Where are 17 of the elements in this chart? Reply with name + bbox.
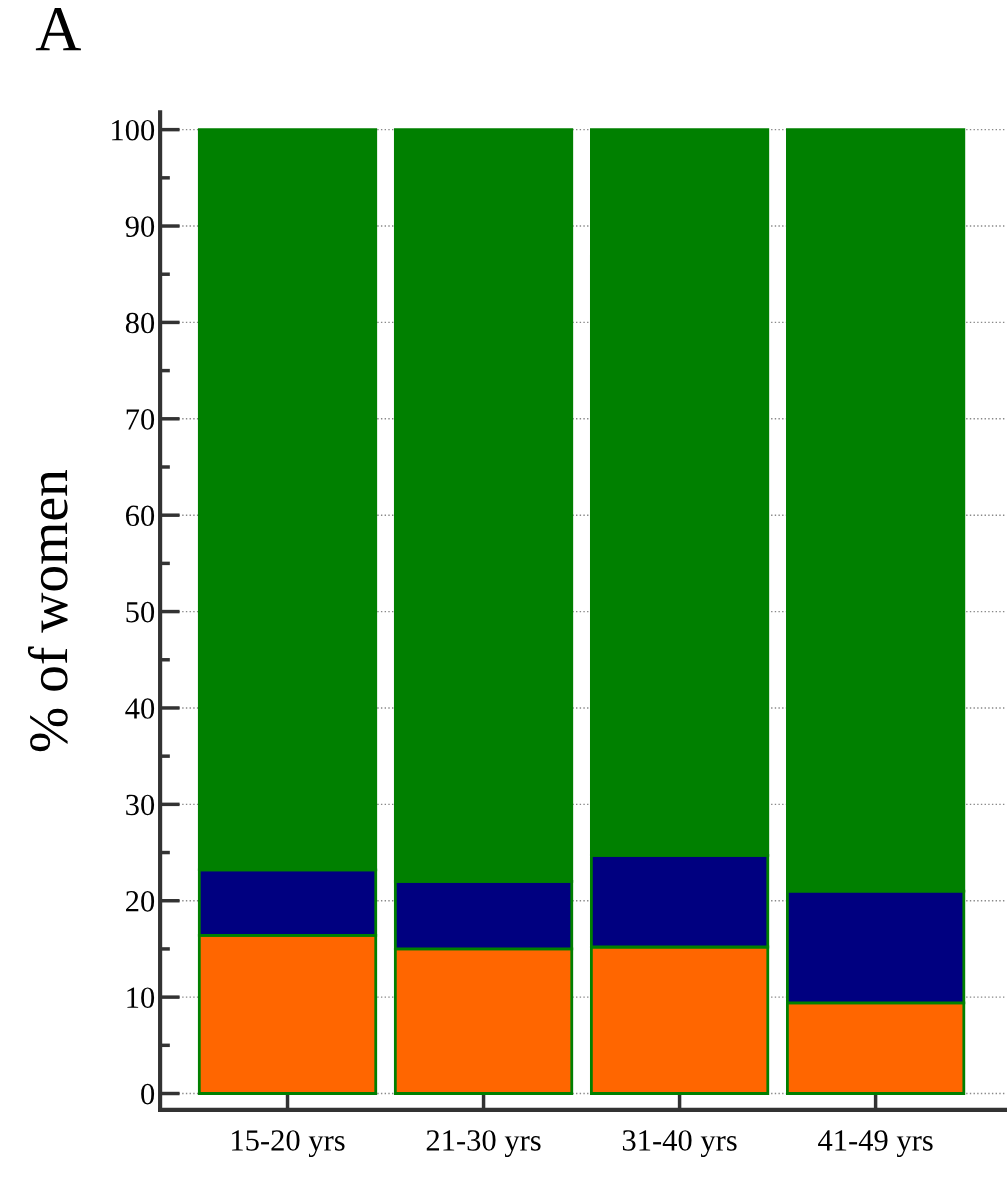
y-tick-label: 40 (125, 698, 155, 719)
x-tick-label: 21-30 yrs (426, 1130, 541, 1158)
y-tick-label: 70 (126, 409, 155, 430)
y-tick-label: 20 (126, 891, 155, 912)
x-tick-label: 15-20 yrs (232, 1130, 345, 1158)
y-tick-label: 90 (125, 216, 155, 237)
y-tick-label: 50 (126, 601, 155, 623)
y-tick-label: 60 (126, 505, 155, 527)
y-tick-label: 0 (141, 1083, 155, 1105)
y-tick-label: 100 (112, 119, 155, 141)
x-tick-label: 31-40 yrs (622, 1130, 737, 1158)
y-tick-label: 30 (126, 794, 155, 816)
x-tick-label: 41-49 yrs (818, 1130, 933, 1158)
y-axis-title: % of women (27, 469, 68, 752)
y-tick-label: 80 (125, 312, 155, 334)
chart-title: A (35, 8, 81, 51)
y-tick-label: 10 (127, 987, 155, 1009)
